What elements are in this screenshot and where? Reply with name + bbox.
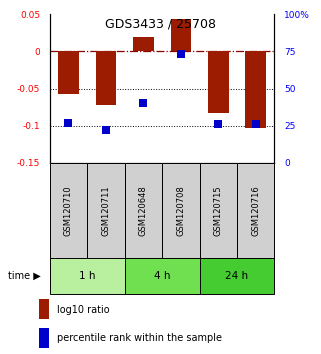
Bar: [96, 51, 116, 105]
Bar: [162, 163, 200, 258]
Text: 4 h: 4 h: [154, 271, 170, 281]
Point: [66, 120, 71, 126]
Text: 24 h: 24 h: [225, 271, 248, 281]
Text: GSM120711: GSM120711: [101, 185, 110, 236]
Bar: [246, 51, 266, 128]
Text: GSM120648: GSM120648: [139, 185, 148, 236]
Bar: [208, 51, 229, 113]
Bar: [39, 299, 49, 319]
Bar: [125, 258, 200, 294]
Bar: [200, 258, 274, 294]
Text: GDS3433 / 25708: GDS3433 / 25708: [105, 17, 216, 30]
Text: GSM120710: GSM120710: [64, 185, 73, 236]
Bar: [125, 163, 162, 258]
Bar: [58, 51, 79, 94]
Text: log10 ratio: log10 ratio: [57, 305, 109, 315]
Bar: [200, 163, 237, 258]
Text: GSM120708: GSM120708: [176, 185, 185, 236]
Bar: [50, 258, 125, 294]
Bar: [87, 163, 125, 258]
Bar: [170, 19, 191, 51]
Point: [253, 121, 258, 127]
Point: [216, 121, 221, 127]
Text: time ▶: time ▶: [8, 271, 41, 281]
Text: 1 h: 1 h: [79, 271, 95, 281]
Point: [103, 127, 108, 133]
Bar: [133, 37, 154, 51]
Bar: [50, 163, 87, 258]
Point: [141, 101, 146, 106]
Bar: [237, 163, 274, 258]
Text: percentile rank within the sample: percentile rank within the sample: [57, 333, 222, 343]
Bar: [39, 328, 49, 348]
Text: GSM120715: GSM120715: [214, 185, 223, 236]
Point: [178, 51, 183, 57]
Text: GSM120716: GSM120716: [251, 185, 260, 236]
